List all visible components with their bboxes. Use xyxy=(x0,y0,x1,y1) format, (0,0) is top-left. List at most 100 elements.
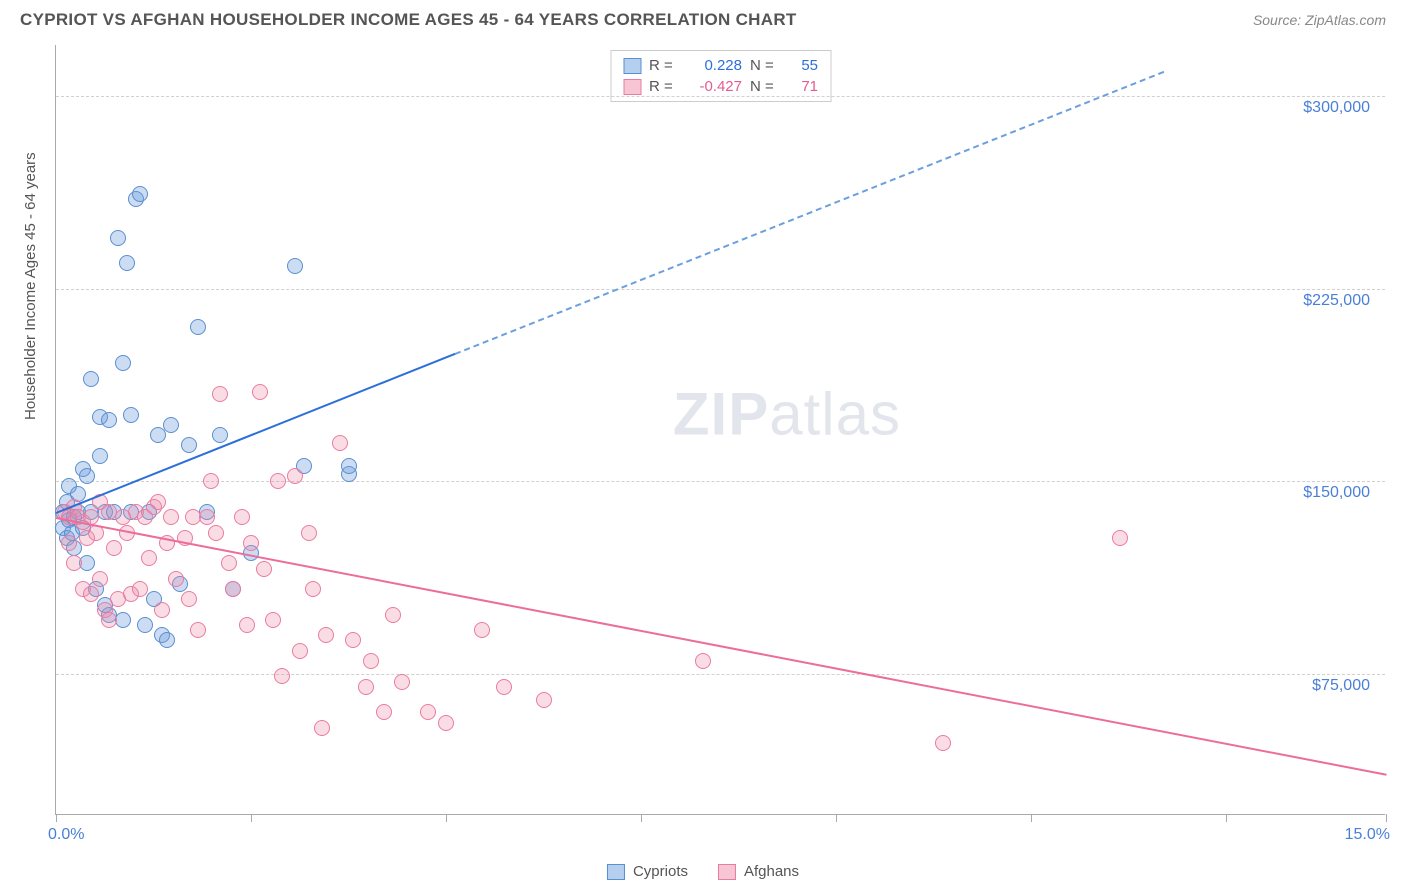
scatter-point xyxy=(438,715,454,731)
scatter-point xyxy=(274,668,290,684)
scatter-point xyxy=(159,632,175,648)
scatter-point xyxy=(92,571,108,587)
scatter-point xyxy=(376,704,392,720)
scatter-point xyxy=(935,735,951,751)
scatter-point xyxy=(190,319,206,335)
scatter-point xyxy=(363,653,379,669)
scatter-point xyxy=(83,586,99,602)
legend-item-cypriots: Cypriots xyxy=(607,863,688,880)
y-tick-label: $225,000 xyxy=(1303,292,1370,310)
n-value-afghans: 71 xyxy=(788,78,818,95)
x-tick-label: 15.0% xyxy=(1345,826,1390,844)
scatter-point xyxy=(101,612,117,628)
scatter-point xyxy=(163,509,179,525)
scatter-point xyxy=(181,591,197,607)
scatter-point xyxy=(83,371,99,387)
chart-title: CYPRIOT VS AFGHAN HOUSEHOLDER INCOME AGE… xyxy=(20,10,797,30)
scatter-point xyxy=(1112,530,1128,546)
scatter-point xyxy=(265,612,281,628)
r-value-afghans: -0.427 xyxy=(687,78,742,95)
scatter-point xyxy=(287,468,303,484)
trendline-cypriots-dashed xyxy=(455,71,1165,355)
x-tick xyxy=(641,814,642,822)
scatter-point xyxy=(474,622,490,638)
scatter-point xyxy=(199,509,215,525)
scatter-point xyxy=(101,412,117,428)
y-axis-label: Householder Income Ages 45 - 64 years xyxy=(22,152,39,420)
r-label: R = xyxy=(649,78,679,95)
scatter-point xyxy=(420,704,436,720)
r-value-cypriots: 0.228 xyxy=(687,57,742,74)
x-tick xyxy=(1226,814,1227,822)
scatter-point xyxy=(695,653,711,669)
scatter-point xyxy=(314,720,330,736)
scatter-point xyxy=(115,355,131,371)
source-attribution: Source: ZipAtlas.com xyxy=(1253,12,1386,28)
scatter-point xyxy=(61,535,77,551)
scatter-point xyxy=(301,525,317,541)
scatter-point xyxy=(345,632,361,648)
scatter-point xyxy=(221,555,237,571)
scatter-point xyxy=(332,435,348,451)
scatter-point xyxy=(141,550,157,566)
swatch-pink-icon xyxy=(718,864,736,880)
scatter-point xyxy=(132,186,148,202)
stats-legend-box: R = 0.228 N = 55 R = -0.427 N = 71 xyxy=(610,50,831,102)
scatter-point xyxy=(318,627,334,643)
x-tick xyxy=(251,814,252,822)
scatter-point xyxy=(358,679,374,695)
scatter-point xyxy=(252,384,268,400)
scatter-point xyxy=(150,427,166,443)
scatter-point xyxy=(225,581,241,597)
scatter-point xyxy=(119,255,135,271)
scatter-point xyxy=(212,427,228,443)
gridline xyxy=(56,289,1385,290)
x-tick xyxy=(1031,814,1032,822)
gridline xyxy=(56,481,1385,482)
scatter-point xyxy=(243,535,259,551)
scatter-point xyxy=(536,692,552,708)
legend-item-afghans: Afghans xyxy=(718,863,799,880)
scatter-point xyxy=(163,417,179,433)
gridline xyxy=(56,674,1385,675)
x-tick xyxy=(836,814,837,822)
x-tick xyxy=(1386,814,1387,822)
scatter-point xyxy=(292,643,308,659)
scatter-point xyxy=(256,561,272,577)
trendline-afghans-solid xyxy=(56,517,1386,776)
r-label: R = xyxy=(649,57,679,74)
n-value-cypriots: 55 xyxy=(788,57,818,74)
swatch-blue-icon xyxy=(607,864,625,880)
scatter-point xyxy=(168,571,184,587)
x-tick-label: 0.0% xyxy=(48,826,84,844)
scatter-point xyxy=(132,581,148,597)
scatter-point xyxy=(190,622,206,638)
trendline-cypriots-solid xyxy=(56,353,456,514)
chart-plot-area: ZIPatlas R = 0.228 N = 55 R = -0.427 N =… xyxy=(55,45,1385,815)
legend-label-cypriots: Cypriots xyxy=(633,863,688,880)
swatch-pink-icon xyxy=(623,79,641,95)
scatter-point xyxy=(79,468,95,484)
x-tick xyxy=(56,814,57,822)
watermark: ZIPatlas xyxy=(673,380,901,449)
y-tick-label: $150,000 xyxy=(1303,484,1370,502)
scatter-point xyxy=(181,437,197,453)
scatter-point xyxy=(212,386,228,402)
scatter-point xyxy=(106,540,122,556)
scatter-point xyxy=(385,607,401,623)
swatch-blue-icon xyxy=(623,58,641,74)
scatter-point xyxy=(92,448,108,464)
scatter-point xyxy=(123,407,139,423)
scatter-point xyxy=(137,617,153,633)
scatter-point xyxy=(110,230,126,246)
scatter-point xyxy=(203,473,219,489)
scatter-point xyxy=(239,617,255,633)
scatter-point xyxy=(394,674,410,690)
scatter-point xyxy=(270,473,286,489)
n-label: N = xyxy=(750,78,780,95)
scatter-point xyxy=(66,555,82,571)
scatter-point xyxy=(150,494,166,510)
y-tick-label: $300,000 xyxy=(1303,99,1370,117)
stats-row-afghans: R = -0.427 N = 71 xyxy=(623,76,818,97)
stats-row-cypriots: R = 0.228 N = 55 xyxy=(623,55,818,76)
